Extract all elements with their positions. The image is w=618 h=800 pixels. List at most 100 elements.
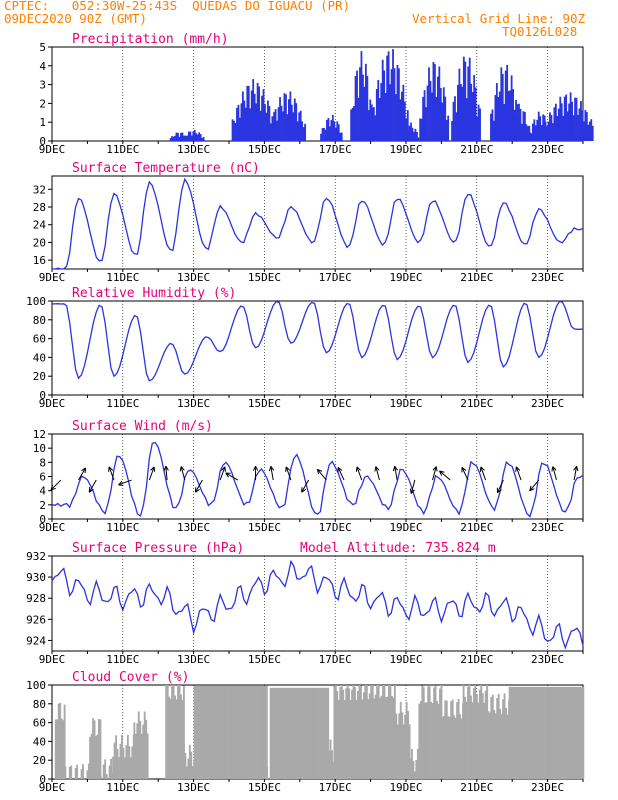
x-tick-label: 15DEC [248, 653, 281, 666]
precip-bar [476, 116, 478, 141]
panel-6: 9DEC 11DEC 13DEC 15DEC 17DEC 19DEC 21DEC 23DEC 0… [26, 670, 585, 794]
precip-bar [531, 123, 534, 141]
precip-bar [177, 132, 179, 141]
cloud-bar [359, 685, 362, 779]
cloud-bar [269, 687, 272, 779]
wind-arrow [88, 479, 97, 493]
cloud-bar [275, 687, 278, 779]
cloud-bar [308, 687, 310, 779]
x-tick-label: 9DEC [39, 781, 66, 794]
cloud-bar [134, 733, 137, 779]
precip-bar [428, 67, 430, 141]
cloud-bar [411, 748, 413, 779]
precip-bar [526, 126, 529, 141]
cloud-bar [362, 692, 365, 779]
cloud-bar [433, 687, 436, 779]
precip-bar [575, 97, 578, 141]
cloud-bar [566, 686, 569, 779]
precip-bar [256, 82, 259, 141]
x-tick-label: 11DEC [106, 143, 139, 156]
precip-bar [372, 107, 375, 141]
precip-bar [172, 136, 175, 141]
precip-bar [304, 123, 307, 141]
cloud-bar [349, 700, 352, 779]
cloud-bar [92, 718, 94, 779]
cloud-bar [224, 685, 227, 779]
precip-bar [286, 114, 289, 141]
y-tick-label: 2 [39, 97, 46, 110]
precip-bar [364, 63, 367, 142]
cloud-bar [190, 751, 193, 779]
cloud-bar [82, 764, 84, 779]
precip-bar [236, 107, 238, 141]
wind-arrow [270, 466, 274, 481]
cloud-bar [54, 719, 57, 779]
precip-bar [353, 105, 355, 141]
precip-bar [422, 96, 425, 141]
cloud-bar [506, 714, 509, 779]
precip-bar [274, 109, 277, 141]
cloud-bar [399, 701, 402, 779]
cloud-bar [229, 685, 231, 779]
precip-bar [178, 136, 181, 141]
cloud-bar [193, 685, 196, 779]
cloud-bar [483, 702, 486, 779]
y-tick-label: 1 [39, 116, 46, 129]
cloud-bar [346, 685, 349, 779]
cloud-bar [573, 686, 576, 779]
precip-bar [378, 98, 381, 141]
wind-arrow-head [355, 466, 361, 472]
cloud-bar [468, 685, 471, 779]
precip-bar [389, 84, 391, 141]
precip-bar [192, 131, 195, 141]
y-tick-label: 40 [33, 735, 46, 748]
cloud-bar [62, 720, 65, 779]
cloud-bar [214, 685, 217, 779]
precip-bar [384, 93, 387, 141]
cloud-bar [208, 685, 211, 779]
precip-bar [451, 121, 453, 141]
panel-3: 9DEC 11DEC 13DEC 15DEC 17DEC 19DEC 21DEC 23DEC 0… [26, 286, 584, 410]
precip-bar [525, 124, 528, 141]
cloud-bar [240, 685, 243, 779]
precip-bar [243, 100, 246, 141]
panel-4: 9DEC 11DEC 13DEC 15DEC 17DEC 19DEC 21DEC 23DEC 0… [33, 419, 584, 534]
x-tick-label: 17DEC [319, 653, 352, 666]
cloud-bar [460, 718, 463, 779]
cloud-bar [188, 744, 191, 779]
cloud-bar [337, 699, 340, 779]
cloud-bar [242, 685, 245, 779]
cloud-bar [211, 685, 214, 779]
cloud-bar [548, 686, 551, 779]
precip-bar [490, 113, 492, 141]
precip-bar [171, 136, 173, 141]
precip-bar [392, 49, 394, 141]
cloud-bar [437, 703, 440, 779]
plot-frame [51, 555, 584, 652]
precip-bar [201, 138, 204, 141]
cloud-bar [464, 696, 466, 779]
x-tick-label: 17DEC [319, 397, 352, 410]
cloud-bar [580, 686, 583, 779]
cloud-bar [309, 687, 312, 779]
cloud-bar [115, 735, 118, 779]
cloud-bar [318, 687, 321, 779]
cloud-bar [448, 716, 451, 779]
cloud-bar [315, 687, 318, 779]
cloud-bar [569, 686, 572, 779]
wind-arrow [195, 479, 203, 493]
cloud-bar [351, 689, 354, 779]
cloud-bar [555, 686, 558, 779]
precip-bar [539, 116, 542, 141]
x-tick-label: 23DEC [531, 271, 564, 284]
x-tick-label: 21DEC [460, 397, 493, 410]
cloud-bar [251, 685, 253, 779]
cloud-bar [122, 747, 125, 779]
cloud-bar [113, 742, 116, 779]
wind-arrow-head [194, 487, 200, 493]
x-tick-label: 17DEC [319, 781, 352, 794]
precip-bar [174, 135, 176, 141]
cloud-bar [513, 686, 515, 779]
precip-bar [247, 85, 250, 141]
precip-bar [381, 59, 384, 142]
